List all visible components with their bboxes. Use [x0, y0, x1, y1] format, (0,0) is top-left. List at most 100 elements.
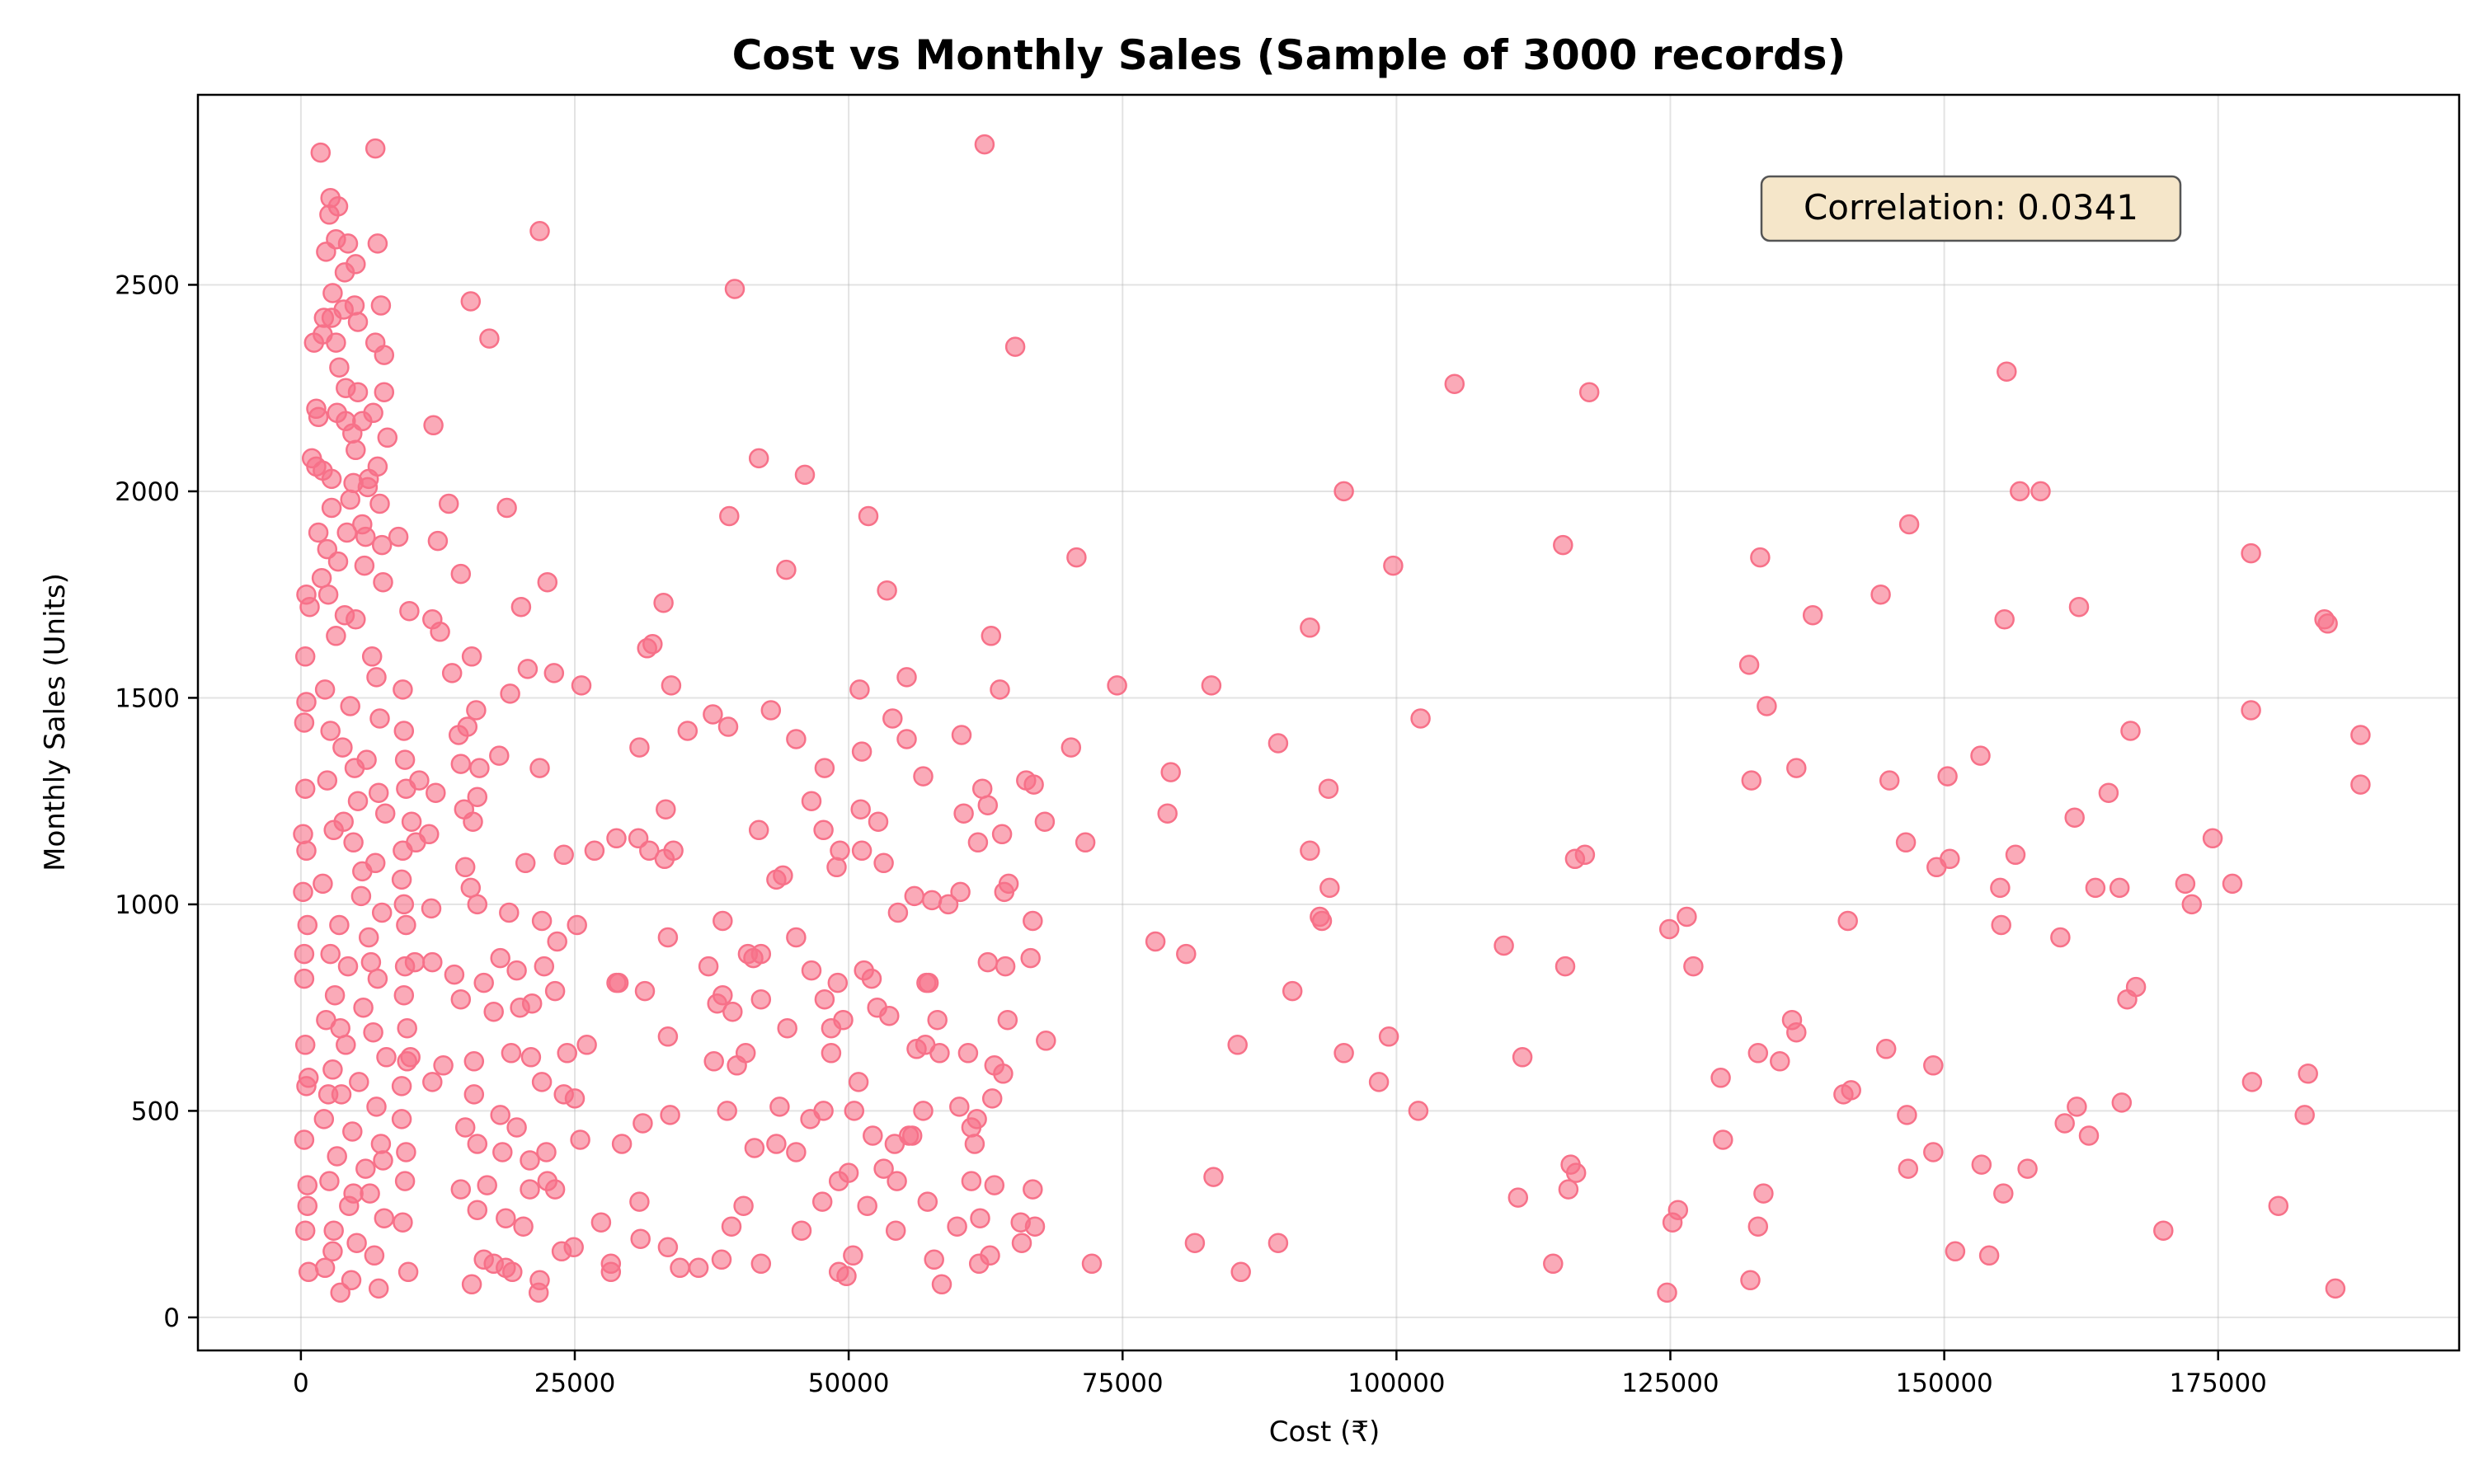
data-point	[1036, 1031, 1056, 1051]
data-point	[938, 894, 959, 915]
data-point	[873, 1158, 894, 1179]
annotation-box	[1760, 175, 2182, 242]
data-point	[531, 1072, 553, 1092]
data-point	[394, 749, 416, 770]
data-point	[374, 382, 395, 402]
data-point	[294, 1220, 316, 1241]
data-point	[931, 1274, 952, 1295]
data-point	[827, 972, 849, 993]
data-point	[326, 626, 346, 646]
data-point	[1978, 1245, 2000, 1266]
data-point	[544, 980, 566, 1002]
data-point	[1333, 481, 1354, 502]
data-point	[1553, 534, 1573, 556]
y-tick-label: 2000	[115, 477, 180, 507]
data-point	[1994, 609, 2015, 630]
data-point	[500, 683, 520, 704]
data-point	[401, 811, 422, 832]
data-point	[1310, 906, 1330, 928]
data-point	[397, 1017, 417, 1039]
y-axis-label: Monthly Sales (Units)	[39, 573, 72, 871]
data-point	[342, 1121, 363, 1142]
data-point	[394, 956, 416, 977]
data-point	[340, 696, 360, 716]
correlation-annotation: Correlation: 0.0341	[1760, 175, 2182, 242]
data-point	[1923, 1055, 1944, 1076]
data-point	[811, 1191, 833, 1212]
x-axis-label: Cost (₹)	[1269, 1416, 1380, 1449]
data-point	[2120, 721, 2141, 741]
data-point	[506, 960, 527, 981]
data-point	[814, 758, 835, 778]
data-point	[882, 708, 903, 729]
data-point	[350, 885, 372, 907]
data-point	[1897, 1105, 1917, 1125]
data-point	[913, 766, 934, 787]
data-point	[1898, 1158, 1919, 1179]
data-point	[360, 1183, 380, 1204]
data-point	[467, 787, 488, 807]
data-point	[376, 1047, 397, 1068]
data-point	[1282, 980, 1303, 1002]
data-point	[297, 1175, 318, 1195]
data-point	[2175, 873, 2196, 895]
data-point	[366, 1097, 387, 1117]
data-point	[294, 968, 315, 989]
data-point	[1565, 1162, 1587, 1183]
data-point	[833, 1009, 854, 1031]
data-point	[1558, 1179, 1579, 1200]
data-point	[367, 456, 388, 477]
data-point	[717, 716, 739, 737]
data-point	[393, 679, 413, 700]
data-point	[330, 1282, 350, 1303]
data-point	[496, 1208, 516, 1228]
data-point	[430, 622, 450, 642]
data-point	[826, 857, 847, 878]
data-point	[296, 692, 317, 712]
data-point	[308, 406, 329, 428]
data-point	[717, 1101, 737, 1121]
data-point	[510, 596, 532, 618]
y-tick-label: 2500	[115, 270, 180, 300]
data-point	[370, 295, 392, 316]
data-point	[961, 1171, 982, 1191]
data-point	[369, 493, 390, 514]
data-point	[885, 1220, 906, 1241]
data-point	[313, 873, 333, 895]
data-point	[529, 758, 550, 778]
data-point	[370, 1134, 392, 1154]
data-point	[454, 1117, 476, 1138]
data-point	[294, 646, 316, 667]
data-point	[344, 758, 365, 778]
data-point	[299, 596, 320, 618]
data-point	[1710, 1068, 1731, 1088]
data-point	[2050, 927, 2071, 948]
data-point	[330, 1017, 350, 1039]
chart-title: Cost vs Monthly Sales (Sample of 3000 re…	[732, 31, 1846, 79]
data-point	[2017, 1158, 2038, 1179]
data-point	[991, 824, 1013, 845]
data-point	[364, 1245, 385, 1266]
data-point	[2109, 877, 2130, 899]
data-point	[506, 1117, 527, 1138]
data-point	[313, 1109, 335, 1129]
data-point	[713, 910, 733, 932]
data-point	[994, 881, 1015, 903]
data-point	[656, 799, 676, 819]
x-tick-label: 125000	[1621, 1369, 1719, 1398]
data-point	[858, 505, 879, 527]
data-point	[394, 1171, 416, 1191]
data-point	[993, 1064, 1014, 1084]
data-point	[320, 943, 341, 965]
data-point	[310, 142, 332, 163]
data-point	[396, 1142, 416, 1162]
data-point	[1319, 877, 1340, 899]
y-tick-label: 1500	[115, 683, 180, 713]
plot-frame	[196, 93, 2461, 1352]
data-point	[396, 778, 416, 799]
data-point	[346, 1233, 367, 1253]
data-point	[1747, 1043, 1769, 1064]
data-point	[703, 704, 723, 725]
data-point	[513, 1216, 534, 1237]
data-point	[347, 791, 369, 811]
